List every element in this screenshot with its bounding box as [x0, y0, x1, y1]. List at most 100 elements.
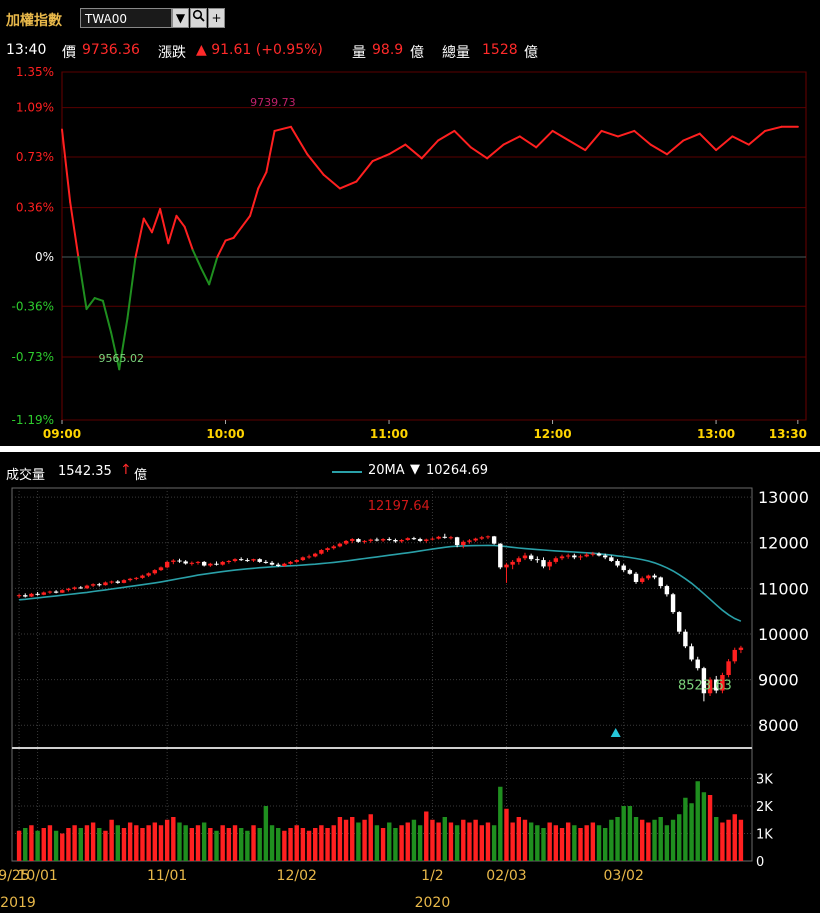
- volume-bar: [633, 817, 639, 861]
- chevron-down-icon[interactable]: ▼: [172, 8, 189, 28]
- volume-bar: [621, 806, 626, 861]
- candle-body: [720, 675, 725, 691]
- candle-body: [35, 593, 40, 595]
- volume-bar: [220, 825, 225, 861]
- low-label: 8523.63: [678, 678, 732, 693]
- volume-bar: [652, 819, 657, 861]
- volume-bar: [152, 822, 158, 861]
- candle-body: [522, 555, 528, 559]
- price-segment: [322, 173, 341, 190]
- volume-bar: [158, 825, 164, 861]
- price-segment: [93, 297, 104, 302]
- symbol-input[interactable]: TWA00: [80, 8, 172, 28]
- volume-bar: [609, 819, 614, 861]
- candle-body: [510, 561, 515, 565]
- volume-bar: [257, 828, 262, 861]
- volume-label: 量: [352, 45, 366, 61]
- volume-bar: [78, 828, 83, 861]
- volume-bar: [183, 825, 188, 861]
- price-segment: [437, 129, 456, 142]
- y-tick-label: -1.19%: [12, 413, 54, 427]
- marker-triangle-icon: [610, 728, 621, 737]
- volume-bar: [177, 822, 182, 861]
- search-icon[interactable]: [190, 8, 207, 28]
- ma20-line: [19, 544, 742, 622]
- candle-body: [115, 581, 120, 583]
- volume-bar: [683, 797, 688, 861]
- plus-icon[interactable]: +: [208, 8, 225, 28]
- candle-body: [504, 564, 509, 568]
- volume-bar: [454, 825, 460, 861]
- candle-body: [633, 573, 639, 582]
- volume-bar: [146, 825, 151, 861]
- volume-bar: [380, 828, 386, 861]
- volume-bar: [424, 811, 429, 861]
- candle-body: [16, 595, 22, 597]
- price-segment: [110, 331, 121, 371]
- x-tick-label: 10:00: [206, 427, 244, 441]
- volume-bar: [461, 819, 466, 861]
- volume-bar: [251, 825, 256, 861]
- volume-bar: [269, 825, 275, 861]
- price-segment: [150, 208, 162, 234]
- y-tick-label: 12000: [758, 534, 809, 553]
- volume-bar: [276, 828, 281, 861]
- candle-body: [183, 561, 188, 564]
- candle-body: [387, 539, 392, 541]
- candle-body: [553, 558, 559, 562]
- candle-body: [343, 540, 349, 544]
- total-volume-value: 1528: [482, 42, 518, 58]
- volume-bar: [430, 819, 435, 861]
- volume-bar: [164, 819, 170, 861]
- volume-bar: [442, 817, 447, 861]
- price-segment: [518, 135, 538, 149]
- price-segment: [633, 129, 652, 146]
- total-volume-label: 總量: [442, 45, 470, 61]
- volume-bar: [720, 822, 725, 861]
- candle-body: [368, 539, 373, 541]
- candle-body: [732, 649, 737, 662]
- volume-bar: [387, 822, 392, 861]
- arrow-up-icon: ↑: [120, 462, 132, 478]
- x-tick-label: 12/02: [277, 868, 317, 884]
- volume-bar: [337, 817, 343, 861]
- candle-body: [294, 560, 299, 562]
- candle-body: [140, 575, 145, 578]
- candle-body: [707, 679, 713, 694]
- candle-body: [683, 631, 688, 647]
- volume-bar: [658, 817, 663, 861]
- x-tick-label: 11/01: [147, 868, 187, 884]
- price-segment: [216, 239, 227, 258]
- candle-body: [695, 659, 700, 669]
- price-segment: [388, 143, 407, 156]
- y-tick-label: 0%: [35, 250, 54, 264]
- price-segment: [175, 214, 186, 228]
- plot-frame: [61, 71, 807, 421]
- x-tick-label: 13:30: [769, 427, 807, 441]
- plot-frame: [11, 487, 753, 862]
- price-segment: [567, 139, 587, 152]
- candle-body: [362, 540, 367, 542]
- candle-body: [498, 543, 503, 568]
- volume-bar: [602, 828, 608, 861]
- candle-body: [152, 570, 158, 574]
- volume-bar: [565, 822, 571, 861]
- candle-body: [424, 539, 429, 541]
- candle-body: [479, 537, 484, 539]
- price-segment: [600, 129, 619, 138]
- candle-body: [214, 563, 219, 565]
- candle-body: [436, 536, 441, 539]
- candle-body: [146, 573, 151, 576]
- price-label: 價: [62, 45, 76, 61]
- candle-body: [541, 560, 546, 567]
- candle-body: [528, 555, 534, 560]
- volume-bar: [707, 795, 713, 861]
- candle-body: [609, 557, 614, 561]
- candle-body: [134, 577, 139, 579]
- volume-total-unit: 億: [134, 468, 148, 483]
- candle-body: [726, 661, 731, 676]
- volume-bar: [504, 808, 509, 861]
- y-tick-label: 13000: [758, 488, 809, 507]
- y-tick-label: -0.73%: [12, 350, 54, 364]
- volume-bar: [41, 828, 46, 861]
